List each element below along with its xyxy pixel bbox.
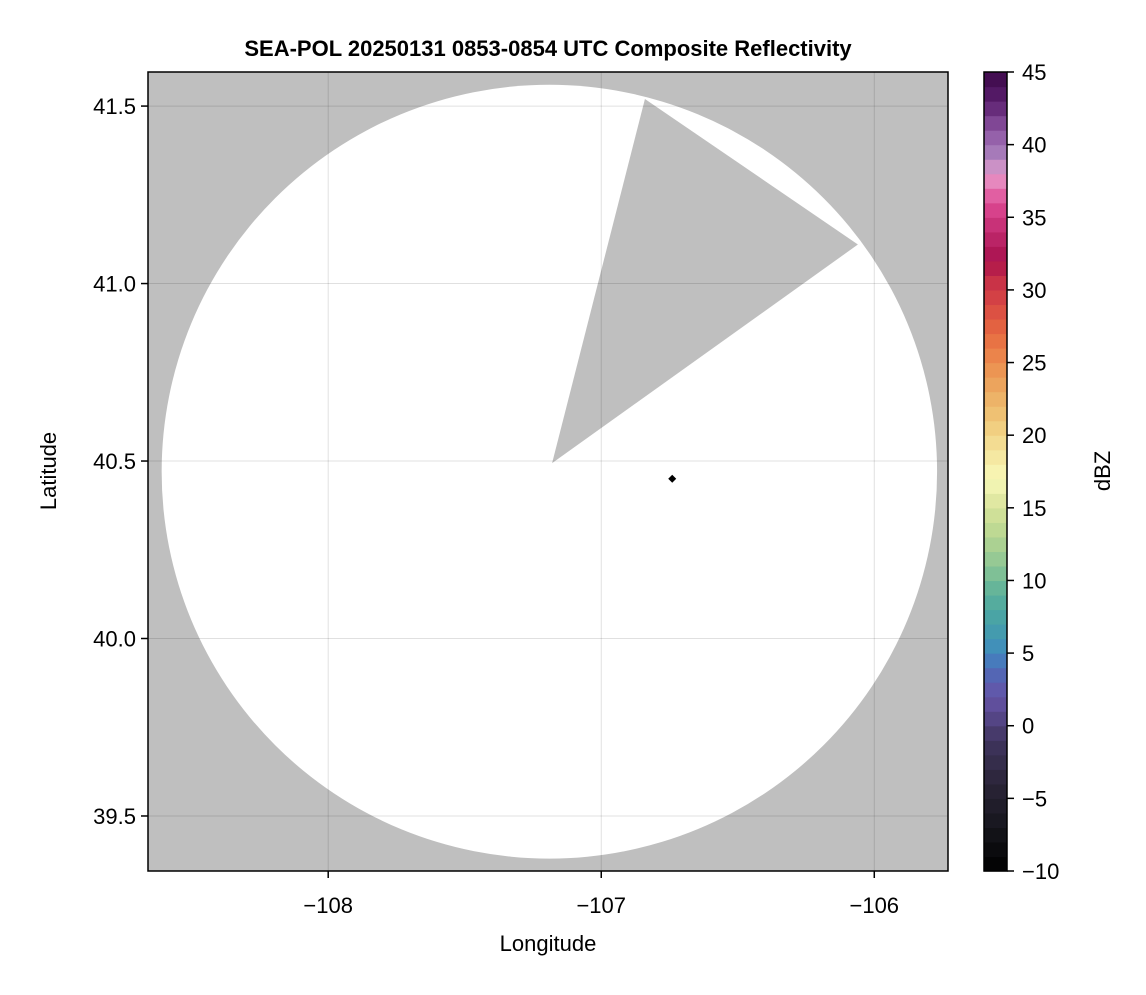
y-axis-label: Latitude: [36, 432, 61, 510]
colorbar-bin: [984, 173, 1007, 189]
colorbar-bin: [984, 115, 1007, 131]
colorbar-bin: [984, 318, 1007, 335]
colorbar-bin: [984, 435, 1007, 451]
colorbar-tick-label: −5: [1022, 786, 1047, 811]
plot-frame: [147, 71, 949, 872]
colorbar-bin: [984, 507, 1007, 523]
colorbar-bin: [984, 682, 1007, 698]
colorbar-tick-label: 10: [1022, 568, 1046, 593]
colorbar-tick-label: 30: [1022, 278, 1046, 303]
x-tick-label: −107: [576, 893, 626, 918]
colorbar-bin: [984, 333, 1007, 349]
colorbar-bin: [984, 377, 1007, 393]
colorbar-bin: [984, 522, 1007, 538]
colorbar-bin: [984, 580, 1007, 596]
colorbar-bin: [984, 565, 1007, 582]
colorbar: −10 −5 0 5 10 15 20 25 30 35 40 45: [983, 60, 1059, 884]
colorbar-bin: [984, 348, 1007, 364]
colorbar-bin: [984, 841, 1007, 858]
colorbar-label: dBZ: [1090, 451, 1115, 491]
colorbar-bin: [984, 188, 1007, 204]
y-tick-label: 41.0: [93, 272, 136, 297]
y-tick-label: 40.0: [93, 627, 136, 652]
colorbar-bin: [984, 696, 1007, 712]
colorbar-bin: [984, 754, 1007, 770]
colorbar-bin: [984, 551, 1007, 567]
radar-coverage-area: [161, 84, 938, 859]
colorbar-frame: [983, 71, 1008, 872]
data-layer: [161, 84, 938, 859]
colorbar-tick-label: −10: [1022, 859, 1059, 884]
colorbar-bin: [984, 449, 1007, 465]
colorbar-bin: [984, 289, 1007, 306]
plot-area: −108 −107 −106 39.5 40.0 40.5 41.0 41.5: [93, 71, 949, 918]
colorbar-bin: [984, 536, 1007, 552]
location-marker: [668, 474, 677, 483]
colorbar-bin: [984, 769, 1007, 785]
y-tick-label: 41.5: [93, 94, 136, 119]
colorbar-tick-label: 45: [1022, 60, 1046, 85]
colorbar-bin: [984, 812, 1007, 829]
x-tick-label: −106: [849, 893, 899, 918]
x-tick-label: −108: [303, 893, 353, 918]
colorbar-bin: [984, 159, 1007, 175]
colorbar-bin: [984, 783, 1007, 799]
colorbar-bin: [984, 798, 1007, 814]
colorbar-bin: [984, 406, 1007, 422]
colorbar-tick-label: 5: [1022, 641, 1034, 666]
colorbar-bin: [984, 493, 1007, 509]
colorbar-bin: [984, 391, 1007, 407]
colorbar-tick-label: 20: [1022, 423, 1046, 448]
colorbar-bin: [984, 725, 1007, 741]
colorbar-bin: [984, 478, 1007, 494]
colorbar-bin: [984, 624, 1007, 640]
colorbar-bin: [984, 362, 1007, 378]
colorbar-tick-label: 15: [1022, 496, 1046, 521]
y-tick-label: 40.5: [93, 449, 136, 474]
blocked-sector: [552, 98, 858, 464]
colorbar-bin: [984, 304, 1007, 320]
colorbar-bin: [984, 653, 1007, 669]
colorbar-bin: [984, 464, 1007, 480]
colorbar-bin: [984, 856, 1007, 872]
y-tick-label: 39.5: [93, 804, 136, 829]
x-axis-label: Longitude: [500, 931, 597, 956]
colorbar-bin: [984, 202, 1007, 218]
colorbar-bin: [984, 667, 1007, 683]
colorbar-bin: [984, 72, 1007, 88]
colorbar-bin: [984, 144, 1007, 160]
colorbar-tick-label: 0: [1022, 714, 1034, 739]
colorbar-bin: [984, 594, 1007, 611]
colorbar-bin: [984, 101, 1007, 117]
colorbar-bin: [984, 217, 1007, 233]
colorbar-tick-label: 25: [1022, 351, 1046, 376]
colorbar-bin: [984, 246, 1007, 262]
colorbar-bin: [984, 275, 1007, 291]
colorbar-tick-label: 35: [1022, 205, 1046, 230]
chart-title: SEA-POL 20250131 0853-0854 UTC Composite…: [244, 36, 852, 61]
colorbar-bin: [984, 130, 1007, 146]
colorbar-bin: [984, 86, 1007, 102]
colorbar-bin: [984, 609, 1007, 625]
colorbar-bin: [984, 711, 1007, 727]
colorbar-bin: [984, 420, 1007, 436]
colorbar-bin: [984, 638, 1007, 654]
colorbar-bin: [984, 231, 1007, 247]
colorbar-bin: [984, 740, 1007, 756]
colorbar-tick-label: 40: [1022, 133, 1046, 158]
colorbar-bin: [984, 260, 1007, 276]
colorbar-bin: [984, 827, 1007, 843]
